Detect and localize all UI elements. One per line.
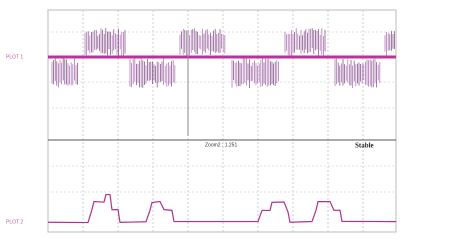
scope-screen: PLOT 1 PLOT 2 Zoom2 : 1.251 Stable [0, 0, 449, 242]
top-panel-label: PLOT 1 [6, 54, 23, 60]
status: Stable [355, 142, 374, 150]
cursor-readout: Zoom2 : 1.251 [205, 142, 237, 148]
bottom-panel-label: PLOT 2 [6, 219, 23, 225]
